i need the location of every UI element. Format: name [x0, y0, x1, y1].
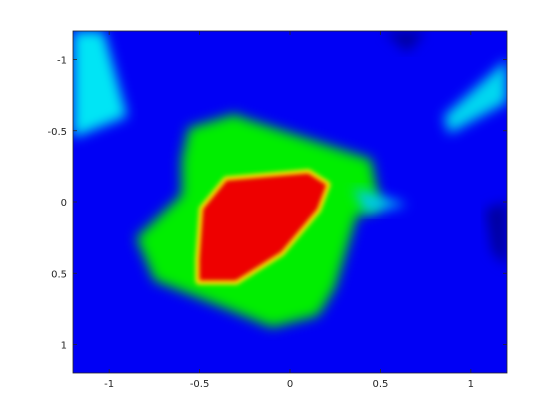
y-tick-label: -0.5: [47, 127, 67, 138]
region-cyan-3: [443, 59, 507, 134]
x-tick-label: -0.5: [190, 379, 210, 390]
plot-area: [73, 31, 507, 373]
x-tick-label: -1: [104, 379, 114, 390]
region-cyan-4: [353, 187, 408, 214]
y-tick-label: 0.5: [51, 269, 67, 280]
y-tick-label: -1: [57, 56, 67, 67]
y-tick-label: 1: [61, 341, 67, 352]
region-dark-blue-6: [485, 202, 507, 267]
x-tick-label: 1: [468, 379, 474, 390]
region-red-1: [199, 173, 327, 281]
region-cyan-2: [73, 31, 128, 138]
heatmap-regions: [73, 31, 507, 328]
x-tick-label: 0: [287, 379, 293, 390]
x-tick-label: 0.5: [372, 379, 388, 390]
axis-ticks: -1 -0.5 0 0.5 1 -1 -0.5 0 0.5 1: [47, 31, 507, 390]
y-tick-label: 0: [61, 198, 67, 209]
region-dark-blue-5: [384, 31, 426, 53]
